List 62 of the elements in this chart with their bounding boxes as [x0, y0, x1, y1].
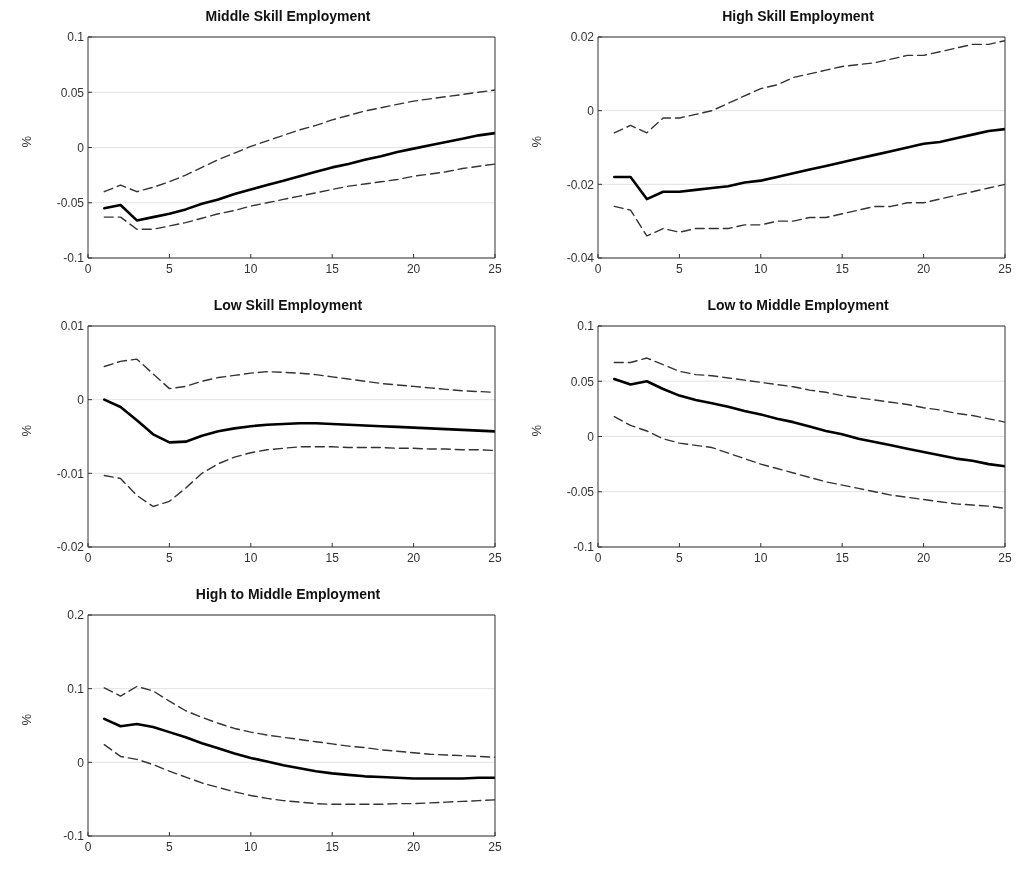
y-tick-label: 0.02	[570, 30, 595, 45]
line-series	[612, 127, 1005, 201]
y-tick-label: 0	[77, 755, 85, 770]
chart-title: High Skill Employment	[721, 8, 875, 26]
line-series	[102, 717, 495, 780]
y-tick-label: 0.1	[67, 681, 85, 696]
x-tick-label: 20	[406, 839, 421, 854]
x-tick-label: 25	[488, 550, 502, 565]
line-series	[612, 377, 1005, 468]
x-tick-label: 5	[166, 550, 174, 565]
y-tick-label: -0.1	[573, 540, 595, 555]
y-tick-label: 0	[77, 140, 85, 155]
x-tick-label: 10	[244, 550, 258, 565]
y-tick-label: -0.05	[56, 196, 85, 211]
x-tick-label: 15	[325, 839, 340, 854]
x-tick-label: 20	[916, 550, 931, 565]
x-tick-label: 15	[835, 261, 850, 276]
x-tick-label: 15	[325, 550, 340, 565]
x-tick-label: 20	[916, 261, 931, 276]
x-tick-label: 5	[676, 550, 684, 565]
x-tick-label: 20	[406, 550, 421, 565]
chart-title: Low to Middle Employment	[706, 297, 890, 315]
y-tick-label: 0.2	[67, 608, 85, 623]
y-tick-label: 0	[77, 392, 85, 407]
x-tick-label: 10	[754, 550, 768, 565]
y-tick-label: 0.05	[60, 85, 85, 100]
x-tick-label: 15	[325, 261, 340, 276]
x-tick-label: 25	[488, 261, 502, 276]
y-tick-label: 0.05	[570, 374, 595, 389]
y-tick-label: -0.02	[56, 540, 85, 555]
y-tick-label: -0.04	[566, 251, 595, 266]
y-tick-label: 0	[587, 429, 595, 444]
x-tick-label: 25	[488, 839, 502, 854]
chart-title: High to Middle Employment	[194, 586, 382, 604]
x-tick-label: 5	[166, 839, 174, 854]
y-axis-title: %	[528, 135, 544, 148]
x-tick-label: 5	[166, 261, 174, 276]
line-series	[102, 398, 495, 444]
y-tick-label: -0.01	[56, 466, 85, 481]
y-tick-label: 0.1	[577, 319, 595, 334]
y-axis-title: %	[18, 135, 34, 148]
chart-title: Middle Skill Employment	[204, 8, 372, 26]
x-tick-label: 25	[998, 261, 1012, 276]
chart-title: Low Skill Employment	[212, 297, 364, 315]
line-series	[102, 131, 495, 222]
x-tick-label: 10	[244, 839, 258, 854]
y-tick-label: -0.1	[63, 829, 85, 844]
x-tick-label: 5	[676, 261, 684, 276]
y-tick-label: 0	[587, 103, 595, 118]
x-tick-label: 10	[754, 261, 768, 276]
y-axis-title: %	[528, 424, 544, 437]
y-tick-label: -0.05	[566, 485, 595, 500]
y-axis-title: %	[18, 424, 34, 437]
y-tick-label: 0.01	[60, 319, 85, 334]
x-tick-label: 20	[406, 261, 421, 276]
y-tick-label: -0.1	[63, 251, 85, 266]
y-tick-label: 0.1	[67, 30, 85, 45]
x-tick-label: 25	[998, 550, 1012, 565]
x-tick-label: 15	[835, 550, 850, 565]
x-tick-label: 10	[244, 261, 258, 276]
y-axis-title: %	[18, 713, 34, 726]
y-tick-label: -0.02	[566, 177, 595, 192]
